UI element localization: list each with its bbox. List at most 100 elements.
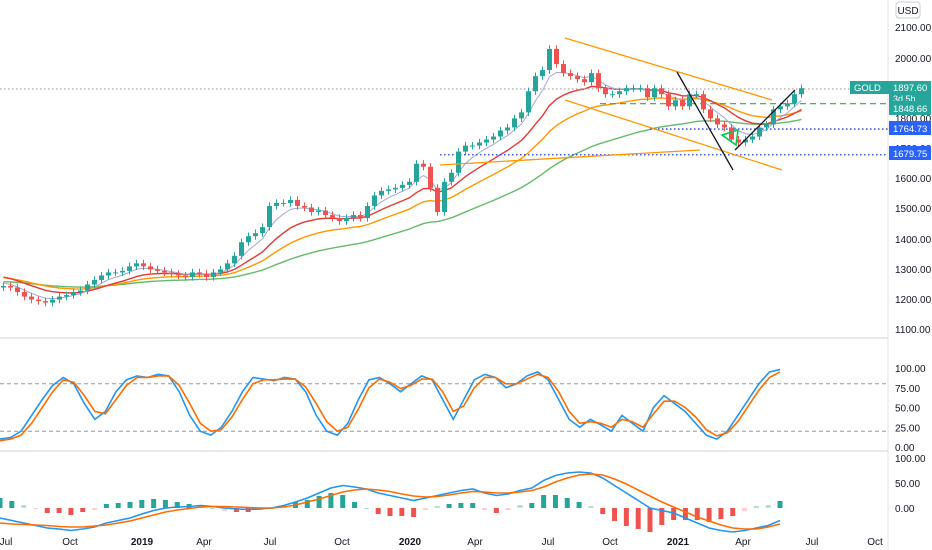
macd-histogram-bar — [222, 508, 228, 511]
level-price-label: 1764.73 — [889, 121, 931, 135]
macd-histogram-bar — [32, 508, 38, 509]
macd-tick-label: 100.00 — [895, 454, 926, 465]
candle-body — [351, 215, 356, 219]
candle-body — [50, 299, 55, 303]
candle-body — [246, 236, 251, 243]
candle-body — [743, 139, 748, 143]
candle-body — [260, 227, 265, 234]
stoch-tick-label: 25.00 — [895, 423, 920, 434]
macd-histogram-bar — [765, 505, 771, 508]
candle-body — [407, 181, 412, 185]
candle-body — [505, 127, 510, 131]
macd-histogram-bar — [316, 496, 322, 508]
candle-body — [176, 273, 181, 276]
candle-body — [708, 109, 713, 119]
macd-histogram-bar — [387, 508, 393, 516]
macd-histogram-bar — [718, 508, 724, 519]
candle-body — [393, 187, 398, 190]
candle-body — [267, 205, 272, 228]
currency-badge[interactable]: USD — [895, 1, 921, 19]
candle-body — [575, 76, 580, 80]
candle-body — [78, 290, 83, 293]
price-tick-label: 1300.00 — [895, 265, 932, 276]
candle-body — [183, 275, 188, 277]
candle-body — [694, 94, 699, 96]
macd-panel[interactable] — [0, 471, 783, 533]
time-tick-label: Oct — [867, 537, 883, 548]
candle-body — [428, 166, 433, 188]
candle-body — [750, 136, 755, 140]
candle-body — [365, 205, 370, 219]
macd-macd-line — [0, 471, 781, 533]
macd-histogram-bar — [612, 508, 618, 521]
macd-histogram-bar — [482, 508, 488, 510]
candle-body — [659, 88, 664, 95]
candle-body — [141, 263, 146, 267]
candle-body — [666, 94, 671, 107]
time-tick-label: Apr — [467, 537, 483, 548]
price-tick-label: 1100.00 — [895, 325, 931, 336]
symbol-value: 1897.60 — [893, 83, 927, 94]
price-panel[interactable] — [0, 37, 888, 307]
candle-body — [771, 109, 776, 125]
macd-histogram-bar — [210, 508, 216, 509]
candle-body — [764, 124, 769, 128]
time-tick-label: Jul — [264, 537, 277, 548]
candle-body — [288, 199, 293, 203]
candle-body — [540, 70, 545, 77]
candle-body — [281, 202, 286, 204]
candle-body — [43, 301, 48, 303]
macd-histogram-bar — [682, 508, 688, 520]
time-tick-label: Apr — [196, 537, 212, 548]
macd-histogram-bar — [458, 503, 464, 508]
time-tick-label: Jul — [542, 537, 555, 548]
candle-body — [491, 136, 496, 140]
candle-body — [232, 255, 237, 264]
macd-histogram-bar — [659, 508, 665, 525]
candle-body — [330, 215, 335, 219]
stoch-k-line — [0, 368, 781, 441]
candle-body — [253, 233, 258, 237]
candle-body — [449, 172, 454, 182]
candle-body — [127, 266, 132, 271]
price-tick-label: 1600.00 — [895, 174, 932, 185]
candle-body — [470, 145, 475, 147]
candle-body — [1, 286, 6, 288]
macd-histogram-bar — [174, 502, 180, 508]
time-tick-label: Oct — [602, 537, 618, 548]
macd-histogram-bar — [694, 508, 700, 520]
candle-body — [638, 88, 643, 90]
candle-body — [526, 91, 531, 113]
macd-histogram-bar — [92, 508, 98, 510]
stochastic-panel[interactable] — [0, 368, 888, 442]
macd-histogram-bar — [505, 508, 511, 510]
flag-pattern — [720, 128, 739, 147]
candle-body — [302, 205, 307, 208]
wedge-up-line — [734, 89, 796, 151]
macd-histogram-bar — [151, 499, 157, 508]
candle-body — [624, 88, 629, 92]
macd-histogram-bar — [564, 498, 570, 508]
candle-body — [225, 263, 230, 270]
price-tick-label: 1200.00 — [895, 295, 932, 306]
macd-histogram-bar — [56, 508, 62, 513]
candle-body — [463, 145, 468, 152]
wedge-down-line — [676, 71, 734, 171]
macd-histogram-bar — [742, 508, 748, 511]
candle-body — [610, 94, 615, 96]
macd-histogram-bar — [0, 498, 3, 508]
macd-histogram-bar — [671, 508, 677, 520]
symbol-countdown: 3d 5h — [893, 94, 916, 104]
candle-body — [414, 163, 419, 182]
candle-body — [64, 295, 69, 297]
candle-body — [15, 287, 20, 293]
macd-histogram-bar — [103, 504, 109, 508]
candle-body — [358, 215, 363, 219]
level-tag — [889, 121, 931, 135]
price-tick-label: 1400.00 — [895, 235, 932, 246]
candle-body — [589, 73, 594, 83]
candle-body — [316, 210, 321, 213]
candle-body — [554, 48, 559, 65]
candle-body — [379, 190, 384, 196]
